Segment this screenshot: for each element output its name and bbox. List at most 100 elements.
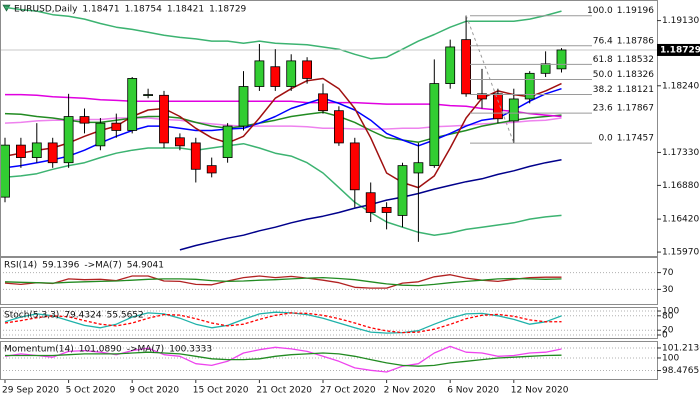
indicator-label: ->MA(7) [127,345,164,355]
moving-average-line [4,142,562,236]
fib-level-label: 61.8 [593,55,613,65]
indicator-line [4,311,562,334]
x-tick-label: 21 Oct 2020 [256,386,312,396]
y-tick-label: 1.15970 [662,248,699,258]
y-tick-label: 1.19130 [662,16,699,26]
fib-price-label: 1.18326 [617,70,654,80]
candle-body [15,144,26,158]
panel [0,272,657,290]
candle-body [238,86,249,127]
indicator-line [5,351,562,367]
y-tick-label: 80 [662,311,674,321]
candle-body [461,39,472,95]
candle-body [254,60,265,87]
x-tick-label: 29 Sep 2020 [2,386,59,396]
indicator-label: ->MA(7) [84,261,121,271]
candle-body [381,206,392,213]
indicator-label: 1.18421 [167,5,204,15]
indicator-label: 79.4324 [64,311,101,321]
candle-body [206,165,217,174]
candle-body [492,93,503,120]
price-box [657,43,700,56]
y-tick-label: 1.18240 [662,81,699,91]
panel-frame [0,257,658,305]
x-tick-label: 9 Oct 2020 [129,386,179,396]
indicator-label: 55.5652 [107,311,144,321]
candle-body [159,94,169,144]
candle-body [95,122,106,147]
indicator-label: Momentum(14) [4,345,74,355]
fib-level-label: 76.4 [593,36,613,46]
candle-body [143,94,154,96]
panel [0,345,657,373]
moving-average-line [5,93,562,118]
y-tick-label: 1.16880 [662,181,699,191]
candle-body [47,142,58,164]
fib-level-label: 50.0 [593,70,613,80]
indicator-line [4,345,562,373]
candle-body [222,125,233,158]
y-tick-label: 20 [662,326,674,336]
x-tick-label: 12 Nov 2020 [511,386,569,396]
candle-body [524,72,535,100]
y-tick-label: 100 [662,307,679,317]
candle-body [445,46,456,84]
candle-body [111,122,122,131]
candle-body [333,110,344,144]
candle-body [318,93,328,112]
fib-price-label: 1.18786 [617,36,654,46]
x-tick-label: 27 Oct 2020 [320,386,376,396]
indicator-label: 101.0890 [79,345,122,355]
indicator-label: RSI(14) [4,261,37,271]
candle-body [302,60,313,79]
y-tick-label: 0 [662,331,668,341]
candle-body [556,49,567,70]
candle-body [270,66,281,87]
x-tick-label: 15 Oct 2020 [193,386,249,396]
candle-body [174,137,185,147]
panel-frame [0,307,658,339]
moving-average-line [4,111,562,143]
indicator-label: EURUSD,Daily [14,5,78,15]
y-tick-label: 1.17330 [662,148,699,158]
fib-price-label: 1.18532 [617,55,654,65]
price-box-label: 1.18729 [660,45,700,55]
indicator-label: 100.3333 [169,345,212,355]
panel-frame [0,0,658,257]
y-tick-label: 100 [662,353,679,363]
y-tick-label: 98.4765 [662,366,699,376]
candle-body [31,142,42,158]
candle-body [349,142,360,191]
candle-body [127,78,138,131]
fib-price-label: 1.18121 [617,85,654,95]
fib-price-label: 1.17457 [617,134,654,144]
panel [0,6,657,251]
candle-body [79,116,90,124]
indicator-label: Stoch(5,3,3) [4,311,59,321]
candle-body [477,93,487,100]
indicator-line [4,274,562,289]
fib-price-label: 1.17867 [617,104,654,114]
x-tick-label: 2 Nov 2020 [384,386,436,396]
indicator-label: 59.1396 [42,261,79,271]
y-tick-label: 30 [662,285,674,295]
indicator-label: 54.9041 [127,261,164,271]
candle-body [397,165,408,216]
indicator-line [4,276,562,287]
fib-anchor-line [465,15,515,144]
fib-level-label: 100.0 [587,6,613,16]
x-tick-label: 6 Nov 2020 [447,386,499,396]
candle-body [190,142,201,170]
candle-body [413,162,424,174]
x-tick-label: 5 Oct 2020 [66,386,116,396]
panel-frame [0,341,658,380]
candle-body [286,60,297,87]
indicator-label: 1.18729 [209,5,246,15]
candle-body [540,63,551,74]
fib-price-label: 1.19196 [617,6,654,16]
candle-body [429,83,440,167]
indicator-label: 1.18471 [82,5,119,15]
candle-body [63,116,74,164]
